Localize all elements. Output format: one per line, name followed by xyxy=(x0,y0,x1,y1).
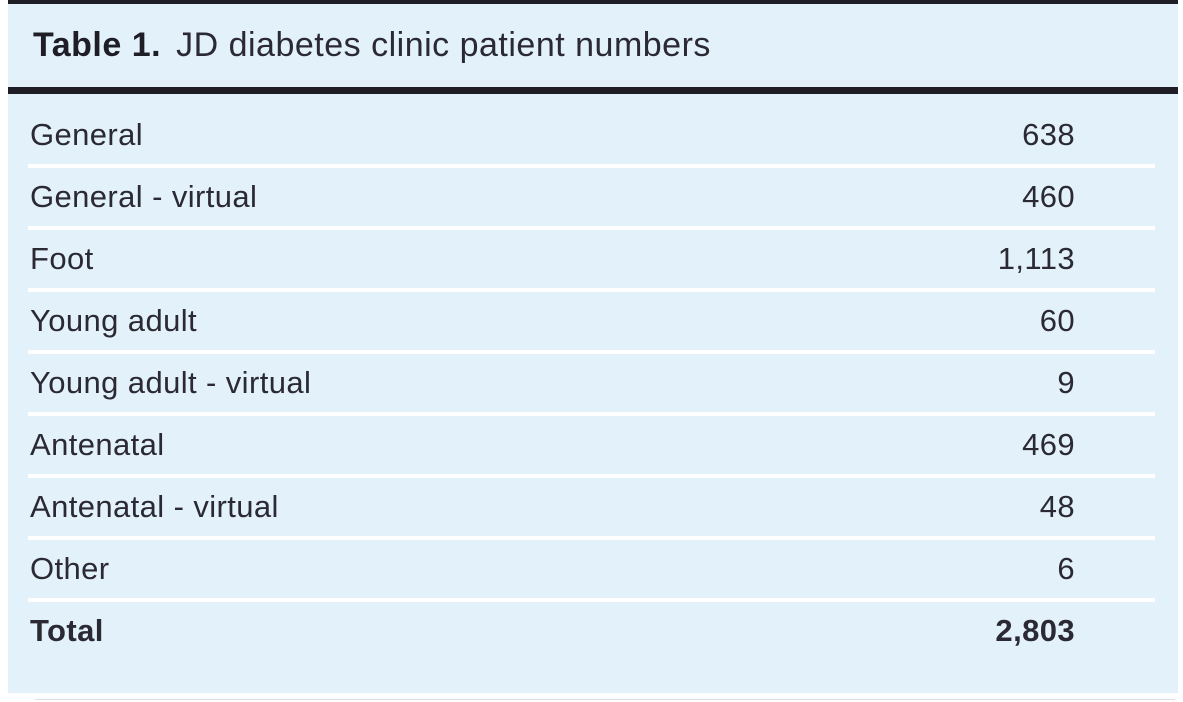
row-value: 48 xyxy=(1039,489,1075,524)
row-value: 60 xyxy=(1039,303,1075,338)
row-separator xyxy=(28,350,1155,354)
row-value: 9 xyxy=(1057,365,1075,400)
table-row: General 638 xyxy=(8,106,1178,164)
table-panel: Table 1. JD diabetes clinic patient numb… xyxy=(8,0,1178,693)
row-separator xyxy=(28,536,1155,540)
page-edge-line xyxy=(35,699,1175,700)
row-label: Young adult - virtual xyxy=(30,365,312,400)
row-label: Other xyxy=(30,551,110,586)
row-label: Young adult xyxy=(30,303,198,338)
row-label: Antenatal xyxy=(30,427,165,462)
row-separator xyxy=(28,288,1155,292)
table-number-label: Table 1. xyxy=(33,26,162,64)
table-row: Antenatal 469 xyxy=(8,416,1178,474)
total-value: 2,803 xyxy=(995,613,1075,648)
row-separator xyxy=(28,226,1155,230)
row-value: 469 xyxy=(1022,427,1075,462)
table-body: General 638 General - virtual 460 Foot 1… xyxy=(8,94,1178,660)
row-separator xyxy=(28,474,1155,478)
row-separator xyxy=(28,164,1155,168)
row-label: Foot xyxy=(30,241,94,276)
heavy-rule xyxy=(8,87,1178,94)
table-caption: Table 1. JD diabetes clinic patient numb… xyxy=(8,4,1178,87)
top-border-bar xyxy=(8,0,1178,4)
table-row: Antenatal - virtual 48 xyxy=(8,478,1178,536)
total-label: Total xyxy=(30,613,104,648)
row-value: 460 xyxy=(1022,179,1075,214)
row-separator xyxy=(28,598,1155,602)
row-value: 6 xyxy=(1057,551,1075,586)
table-row: General - virtual 460 xyxy=(8,168,1178,226)
table-row: Other 6 xyxy=(8,540,1178,598)
row-label: Antenatal - virtual xyxy=(30,489,279,524)
table-row: Young adult 60 xyxy=(8,292,1178,350)
table-row: Foot 1,113 xyxy=(8,230,1178,288)
row-value: 638 xyxy=(1022,117,1075,152)
table-total-row: Total 2,803 xyxy=(8,602,1178,660)
row-label: General xyxy=(30,117,144,152)
table-title-text: JD diabetes clinic patient numbers xyxy=(176,26,711,64)
row-label: General - virtual xyxy=(30,179,258,214)
row-value: 1,113 xyxy=(997,241,1075,276)
row-separator xyxy=(28,412,1155,416)
table-row: Young adult - virtual 9 xyxy=(8,354,1178,412)
